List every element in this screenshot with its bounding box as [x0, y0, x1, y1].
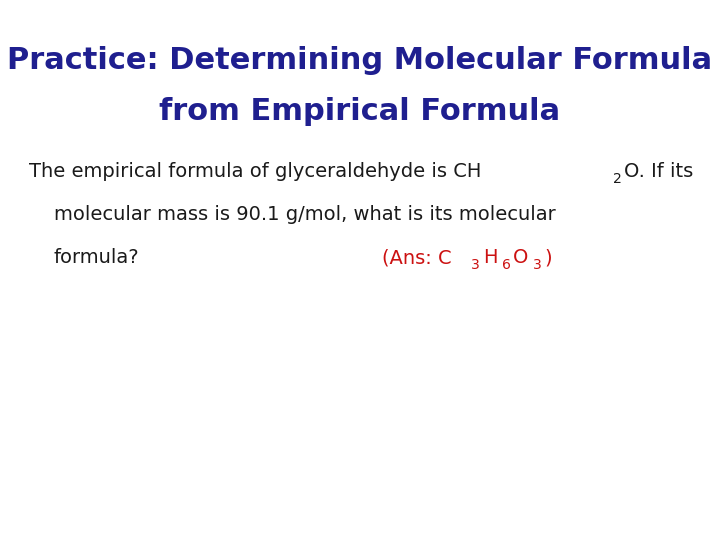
Text: 2: 2: [613, 172, 621, 186]
Text: The empirical formula of glyceraldehyde is CH: The empirical formula of glyceraldehyde …: [29, 162, 481, 181]
Text: 3: 3: [533, 258, 541, 272]
Text: formula?: formula?: [54, 248, 140, 267]
Text: 3: 3: [472, 258, 480, 272]
Text: 6: 6: [502, 258, 510, 272]
Text: molecular mass is 90.1 g/mol, what is its molecular: molecular mass is 90.1 g/mol, what is it…: [54, 205, 556, 224]
Text: O. If its: O. If its: [624, 162, 693, 181]
Text: ): ): [544, 248, 552, 267]
Text: H: H: [483, 248, 498, 267]
Text: from Empirical Formula: from Empirical Formula: [159, 97, 561, 126]
Text: O: O: [513, 248, 528, 267]
Text: (Ans: C: (Ans: C: [382, 248, 451, 267]
Text: Practice: Determining Molecular Formula: Practice: Determining Molecular Formula: [7, 46, 713, 75]
